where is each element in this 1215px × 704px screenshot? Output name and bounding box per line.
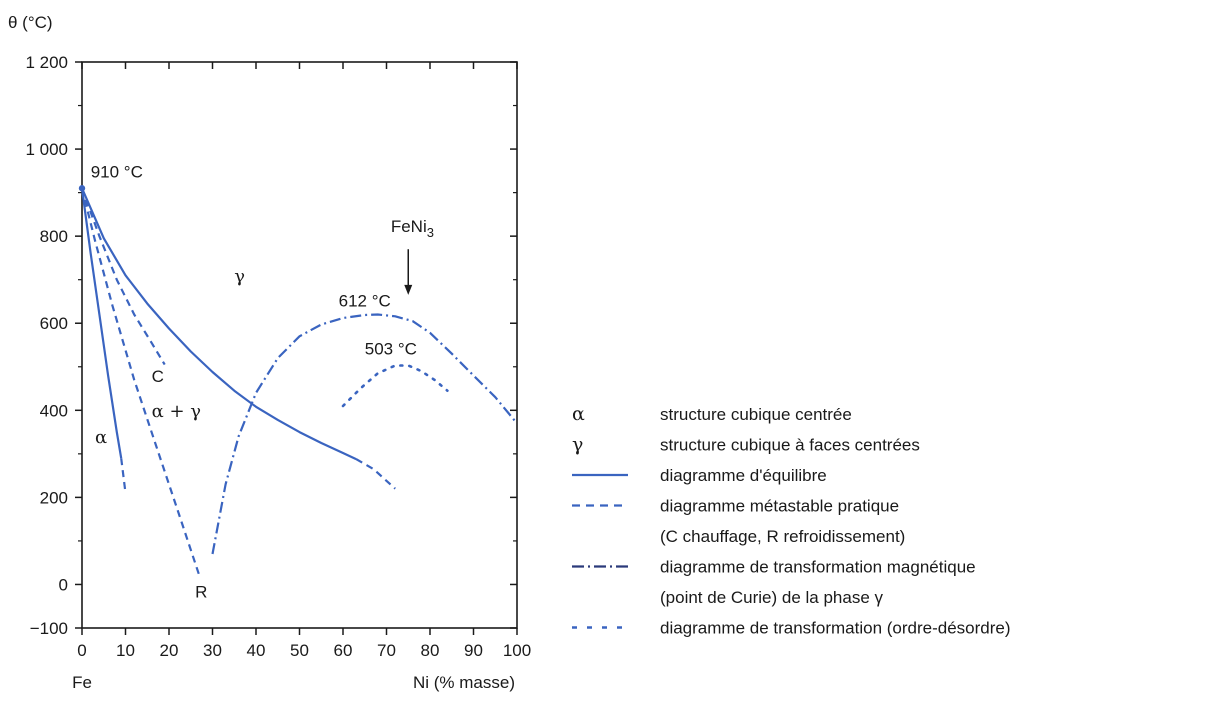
x-tick-label: 80	[421, 641, 440, 660]
annotation-label: R	[195, 583, 207, 602]
y-tick-label: 200	[40, 488, 68, 507]
curve-metastable-3	[120, 458, 127, 494]
y-tick-label: −100	[30, 619, 68, 638]
x-tick-label: 40	[247, 641, 266, 660]
x-tick-label: 50	[290, 641, 309, 660]
curve-equilibrium-1	[80, 188, 123, 459]
annotation-label: 612 °C	[339, 292, 391, 311]
annotation-text: 503 °C	[365, 340, 417, 359]
annotation-text: α	[95, 427, 107, 448]
y-tick-label: 1 200	[25, 53, 68, 72]
annotation-text: 612 °C	[339, 292, 391, 311]
annotation-label: FeNi3	[391, 217, 434, 240]
curve-order-disorder-7	[341, 364, 449, 408]
annotation-label: 910 °C	[91, 162, 143, 181]
x-axis-title: Ni (% masse)	[413, 673, 515, 692]
legend: α structure cubique centrée γ structure cub…	[572, 403, 1011, 638]
y-tick-label: 400	[40, 401, 68, 420]
curve-metastable-5	[80, 188, 201, 577]
x-tick-label: 0	[77, 641, 86, 660]
annotation-text: R	[195, 583, 207, 602]
x-tick-label: 70	[377, 641, 396, 660]
legend-label: structure cubique à faces centrées	[660, 436, 920, 455]
legend-symbol: α	[572, 403, 585, 425]
y-tick-label: 800	[40, 227, 68, 246]
y-tick-label: 0	[59, 575, 68, 594]
curve-magnetic-6	[211, 313, 518, 555]
plot-frame	[81, 61, 518, 629]
axes: 0 10 20 30 40 50 60 70 80 90 100 −100 0 200 400 600 800 1…	[8, 13, 531, 692]
x-tick-label: 20	[160, 641, 179, 660]
annotation-label: α	[95, 427, 107, 448]
x-tick-label: 30	[203, 641, 222, 660]
annotation-text: 910 °C	[91, 162, 143, 181]
legend-label: diagramme de transformation (ordre-désor…	[660, 619, 1011, 638]
annotation-text: C	[152, 367, 164, 386]
legend-label: diagramme d'équilibre	[660, 466, 827, 485]
y-axis-title: θ (°C)	[8, 13, 53, 32]
annotation-label: α + γ	[152, 401, 201, 422]
annotation-label: γ	[234, 266, 245, 287]
legend-label: structure cubique centrée	[660, 405, 852, 424]
annotation-text: α + γ	[152, 401, 201, 422]
curve-equilibrium-0	[80, 187, 357, 461]
curve-metastable-4	[80, 187, 166, 366]
legend-label: diagramme métastable pratique	[660, 497, 899, 516]
x-tick-label: 90	[464, 641, 483, 660]
annotations: 910 °C FeNi3 612 °C 503 °C γ Cα + γ α R	[91, 162, 434, 601]
x-tick-label: 60	[334, 641, 353, 660]
curve-metastable-2	[355, 458, 396, 490]
curves	[78, 185, 518, 577]
legend-symbol: γ	[572, 434, 583, 456]
annotation-label: 503 °C	[365, 340, 417, 359]
x-axis-title-left: Fe	[72, 673, 92, 692]
x-tick-label: 100	[503, 641, 531, 660]
x-tick-label: 10	[116, 641, 135, 660]
annotation-text: γ	[234, 266, 245, 287]
legend-label: diagramme de transformation magnétique	[660, 558, 976, 577]
arrow-down-icon	[404, 284, 413, 295]
annotation-text: FeNi	[391, 217, 427, 236]
annotation-label: C	[152, 367, 164, 386]
legend-label: (point de Curie) de la phase γ	[660, 588, 884, 607]
point-910	[78, 185, 86, 192]
legend-label: (C chauffage, R refroidissement)	[660, 527, 905, 546]
annotation-subscript: 3	[427, 225, 434, 240]
y-tick-label: 600	[40, 314, 68, 333]
y-tick-label: 1 000	[25, 140, 68, 159]
